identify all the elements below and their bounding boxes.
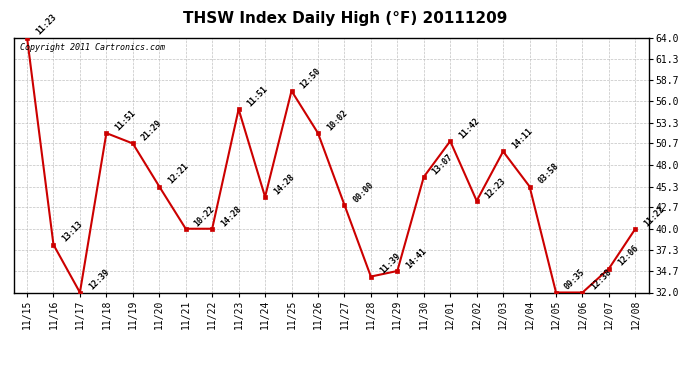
Text: 12:06: 12:06 [616,244,640,268]
Text: 14:28: 14:28 [272,172,296,196]
Text: Copyright 2011 Cartronics.com: Copyright 2011 Cartronics.com [20,43,165,52]
Text: THSW Index Daily High (°F) 20111209: THSW Index Daily High (°F) 20111209 [183,11,507,26]
Text: 12:38: 12:38 [589,268,613,292]
Text: 12:50: 12:50 [299,66,322,90]
Text: 14:28: 14:28 [219,204,243,228]
Text: 03:58: 03:58 [537,162,560,186]
Text: 10:02: 10:02 [325,108,349,132]
Text: 21:29: 21:29 [140,118,164,143]
Text: 00:00: 00:00 [351,180,375,204]
Text: 10:22: 10:22 [193,204,217,228]
Text: 14:11: 14:11 [510,127,534,151]
Text: 12:39: 12:39 [87,268,111,292]
Text: 12:23: 12:23 [484,176,508,200]
Text: 11:51: 11:51 [246,84,270,108]
Text: 11:22: 11:22 [642,204,667,228]
Text: 09:35: 09:35 [563,268,587,292]
Text: 13:07: 13:07 [431,152,455,176]
Text: 13:13: 13:13 [61,220,84,244]
Text: 14:41: 14:41 [404,246,428,270]
Text: 11:51: 11:51 [113,108,137,132]
Text: 11:42: 11:42 [457,116,481,140]
Text: 11:23: 11:23 [34,13,58,37]
Text: 12:21: 12:21 [166,162,190,186]
Text: 11:39: 11:39 [378,252,402,276]
